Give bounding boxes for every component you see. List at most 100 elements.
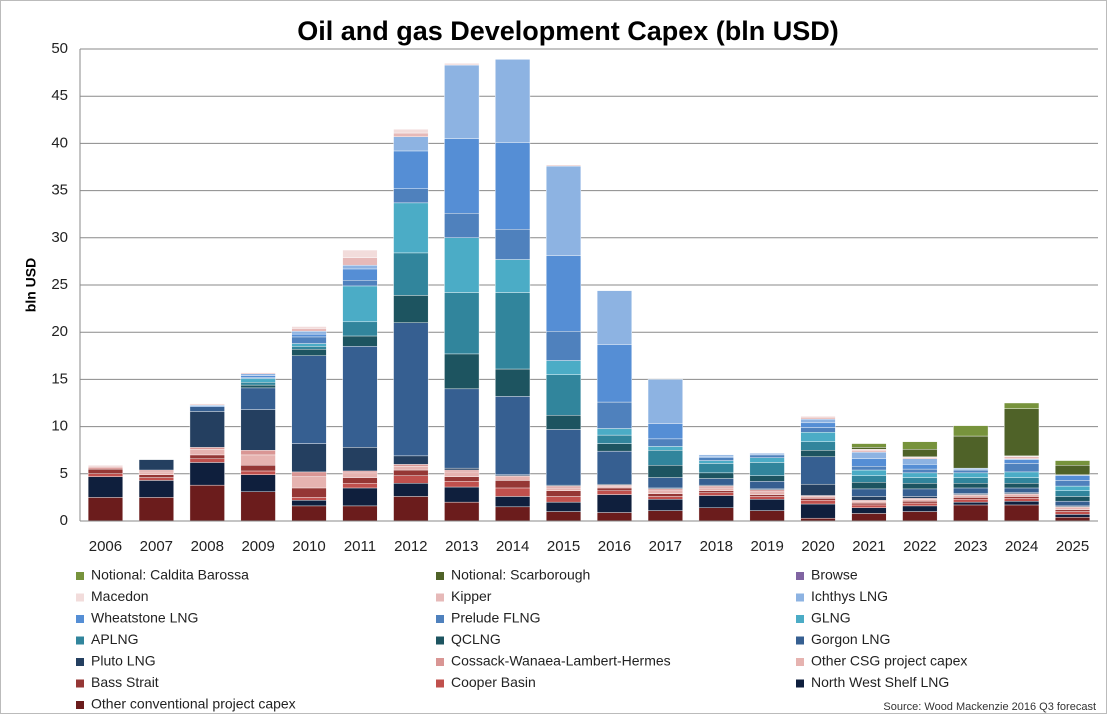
bar-segment bbox=[953, 483, 989, 489]
bar-segment bbox=[596, 344, 632, 403]
x-tick-label: 2014 bbox=[496, 538, 529, 555]
bar-segment bbox=[902, 458, 938, 465]
bar-segment bbox=[291, 348, 327, 356]
legend-label: QCLNG bbox=[451, 631, 501, 647]
bar-segment bbox=[87, 466, 123, 470]
legend-swatch bbox=[436, 658, 444, 666]
bar-segment bbox=[291, 505, 327, 522]
bar-segment bbox=[953, 487, 989, 494]
bar-segment bbox=[647, 493, 683, 497]
bar-segment bbox=[902, 499, 938, 502]
bar-segment bbox=[342, 268, 378, 281]
bar-segment bbox=[495, 229, 531, 260]
bar-segment bbox=[800, 450, 836, 458]
bar-segment bbox=[851, 504, 887, 508]
bar-segment bbox=[1004, 471, 1040, 478]
legend-label: North West Shelf LNG bbox=[811, 674, 949, 690]
legend-label: Notional: Scarborough bbox=[451, 567, 590, 583]
legend-swatch bbox=[76, 701, 84, 709]
bar-segment bbox=[546, 255, 582, 332]
bar-segment bbox=[953, 499, 989, 503]
bar-segment bbox=[647, 488, 683, 491]
bar-segment bbox=[393, 455, 429, 465]
bar-segment bbox=[953, 497, 989, 500]
bar-segment bbox=[546, 429, 582, 486]
bar-segment bbox=[291, 497, 327, 501]
bar-segment bbox=[342, 477, 378, 484]
bar-segment bbox=[800, 498, 836, 501]
legend-swatch bbox=[76, 679, 84, 688]
bar-segment bbox=[851, 482, 887, 490]
bar-segment bbox=[444, 476, 480, 482]
legend-label: Macedon bbox=[91, 588, 149, 604]
bar-segment bbox=[698, 478, 734, 486]
bar-segment bbox=[647, 450, 683, 466]
bar-segment bbox=[189, 447, 225, 450]
bar-segment bbox=[851, 475, 887, 483]
x-tick-label: 2019 bbox=[750, 538, 783, 555]
bar-segment bbox=[902, 488, 938, 497]
bar-segment bbox=[393, 136, 429, 152]
bar-segment bbox=[851, 466, 887, 471]
bar-segment bbox=[1055, 490, 1091, 497]
bar-segment bbox=[800, 416, 836, 418]
bar-segment bbox=[189, 454, 225, 459]
bar-segment bbox=[240, 474, 276, 492]
bar-segment bbox=[953, 472, 989, 478]
x-tick-label: 2006 bbox=[89, 538, 122, 555]
legend-swatch bbox=[436, 679, 444, 688]
bar-segment bbox=[393, 252, 429, 296]
bar-segment bbox=[698, 490, 734, 493]
bar-segment bbox=[1004, 504, 1040, 522]
bar-segment bbox=[342, 249, 378, 258]
bar-segment bbox=[240, 450, 276, 456]
bar-segment bbox=[698, 454, 734, 458]
bar-segment bbox=[749, 491, 785, 495]
bar-segment bbox=[138, 471, 174, 475]
bar-segment bbox=[444, 213, 480, 238]
bar-segment bbox=[444, 62, 480, 65]
bar-segment bbox=[902, 483, 938, 490]
bar-segment bbox=[546, 374, 582, 416]
bar-segment bbox=[495, 487, 531, 497]
bar-segment bbox=[596, 485, 632, 489]
bar-segment bbox=[647, 423, 683, 440]
bar-segment bbox=[393, 469, 429, 476]
bar-segment bbox=[138, 497, 174, 522]
y-tick-label: 45 bbox=[51, 87, 68, 104]
bar-segment bbox=[953, 477, 989, 484]
legend-swatch bbox=[436, 572, 444, 580]
bar-segment bbox=[800, 503, 836, 519]
bar-segment bbox=[851, 500, 887, 504]
bar-segment bbox=[749, 454, 785, 458]
bar-segment bbox=[1055, 485, 1091, 491]
bar-segment bbox=[1004, 477, 1040, 484]
bar-segment bbox=[647, 499, 683, 511]
bar-segment bbox=[342, 285, 378, 323]
bar-segment bbox=[749, 481, 785, 490]
x-tick-label: 2020 bbox=[801, 538, 834, 555]
bar-segment bbox=[444, 64, 480, 139]
bar-segment bbox=[546, 496, 582, 503]
y-tick-label: 50 bbox=[51, 40, 68, 57]
legend-label: Pluto LNG bbox=[91, 653, 156, 669]
bar-segment bbox=[189, 406, 225, 412]
source: Source: Wood Mackenzie 2016 Q3 forecast bbox=[883, 701, 1096, 713]
legend-swatch bbox=[76, 593, 84, 602]
bar-segment bbox=[1004, 463, 1040, 473]
bar-segment bbox=[291, 346, 327, 350]
y-tick-label: 0 bbox=[60, 512, 68, 529]
bar-segment bbox=[698, 507, 734, 522]
bar-segment bbox=[953, 501, 989, 506]
bar-segment bbox=[596, 512, 632, 522]
bar-segment bbox=[393, 150, 429, 189]
bar-segment bbox=[953, 435, 989, 469]
bar-segment bbox=[851, 469, 887, 476]
bar-segment bbox=[495, 480, 531, 489]
bar-segment bbox=[495, 292, 531, 370]
bar-segment bbox=[291, 326, 327, 329]
bar-segment bbox=[240, 373, 276, 376]
bar-segment bbox=[342, 321, 378, 337]
bar-segment bbox=[138, 469, 174, 473]
